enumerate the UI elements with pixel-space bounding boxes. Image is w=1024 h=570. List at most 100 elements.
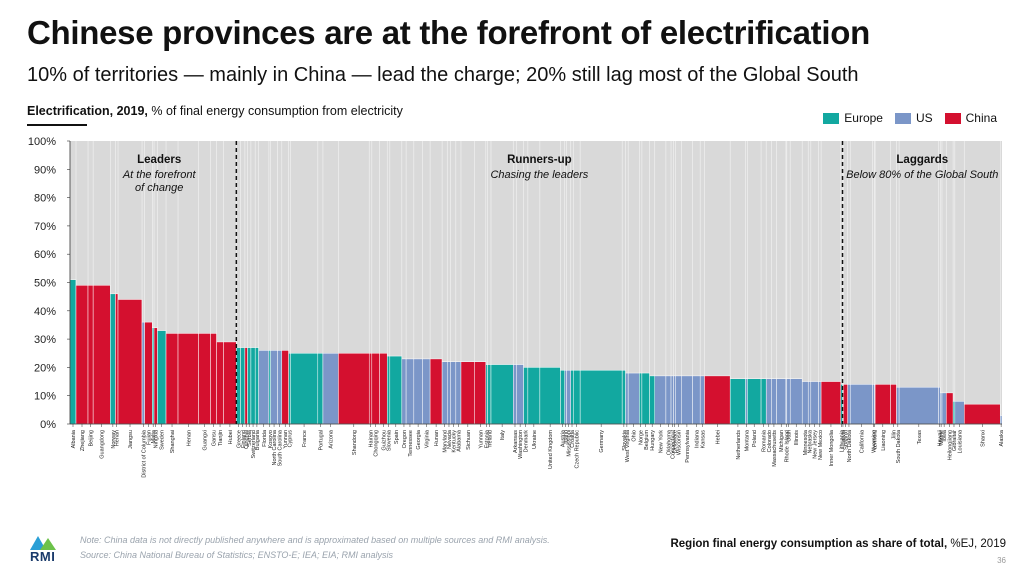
- bar-48: [460, 361, 475, 425]
- x-tick-label-75: Pennsylvania: [685, 429, 691, 463]
- footer-source: Source: China National Bureau of Statist…: [80, 550, 393, 560]
- x-tick-label-50: Estonia: [485, 429, 491, 448]
- y-tick-label-5: 50%: [34, 278, 56, 290]
- x-tick-label-104: Texas: [917, 430, 923, 445]
- bar-91: [810, 381, 819, 425]
- x-tick-label-70: New York: [658, 430, 664, 453]
- x-tick-label-1: Zhejiang: [80, 430, 86, 451]
- bar-61: [570, 369, 574, 425]
- x-tick-label-102: Jilin: [892, 430, 898, 439]
- group-label-1: Runners-up: [507, 154, 572, 166]
- x-tick-label-46: Kentucky: [451, 430, 457, 453]
- bar-74: [675, 375, 682, 425]
- group-sublabel-2-0: Below 80% of the Global South: [846, 169, 998, 181]
- bar-25: [268, 350, 271, 425]
- bar-37: [386, 355, 391, 425]
- bar-110: [954, 401, 965, 425]
- bar-15: [210, 333, 217, 425]
- x-tick-label-57: United Kingdom: [548, 430, 554, 470]
- legend-item-us: US: [894, 111, 933, 125]
- chart-label-rest: % of final energy consumption from elect…: [147, 104, 403, 118]
- bar-53: [513, 364, 517, 425]
- x-tick-label-35: Chongqing: [374, 430, 380, 457]
- bar-0: [69, 279, 77, 425]
- x-tick-label-29: Cyprus: [288, 430, 294, 448]
- bar-42: [422, 358, 431, 425]
- x-tick-label-6: Jiangsu: [128, 430, 134, 449]
- x-tick-label-106: Maine: [939, 430, 945, 445]
- x-tick-label-74: Wisconsin: [676, 430, 682, 455]
- bar-1: [75, 285, 89, 425]
- bar-103: [896, 386, 900, 425]
- bar-63: [579, 369, 623, 425]
- bar-45: [447, 361, 451, 425]
- x-tick-label-2: Beijing: [89, 430, 95, 447]
- bar-21: [247, 347, 252, 425]
- chart-label: Electrification, 2019, % of final energy…: [27, 104, 403, 118]
- bar-16: [216, 341, 224, 425]
- group-label-0: Leaders: [137, 154, 181, 166]
- bar-81: [747, 378, 762, 425]
- legend-swatch-europe: [823, 112, 840, 124]
- page-subtitle: 10% of territories — mainly in China — l…: [27, 64, 859, 86]
- bar-28: [281, 350, 289, 425]
- x-tick-label-63: Germany: [599, 430, 605, 453]
- x-tick-label-90: Nebraska: [808, 429, 814, 453]
- bar-40: [405, 358, 415, 425]
- x-tick-label-17: Hubei: [228, 430, 234, 444]
- x-tick-label-91: New Jersey: [813, 430, 819, 459]
- x-tick-label-9: Malta: [151, 429, 157, 443]
- x-tick-label-14: Guangxi: [203, 430, 209, 451]
- x-tick-label-111: Shanxi: [980, 430, 986, 447]
- x-tick-label-11: Sweden: [160, 430, 166, 450]
- bar-75: [681, 375, 693, 425]
- x-tick-label-25: Kosovo: [268, 430, 274, 448]
- x-tick-label-16: Tianjin: [218, 430, 224, 446]
- bar-89: [801, 381, 809, 425]
- x-tick-label-55: Denmark: [524, 430, 530, 453]
- rmi-logo-icon: [30, 536, 56, 550]
- bar-79: [729, 378, 746, 425]
- y-tick-label-7: 70%: [34, 221, 56, 233]
- x-tick-label-42: Virginia: [424, 429, 430, 448]
- bar-27: [277, 350, 283, 425]
- x-tick-label-60: Mississippi: [567, 430, 573, 457]
- x-tick-label-10: Ningxia: [154, 429, 160, 448]
- bar-43: [429, 358, 443, 425]
- bar-94: [840, 384, 843, 425]
- bar-6: [117, 299, 143, 425]
- group-sublabel-0-1: of change: [135, 182, 183, 194]
- bar-72: [670, 375, 674, 425]
- x-tick-label-81: Poland: [752, 430, 758, 447]
- x-tick-label-37: Slovenia: [387, 429, 393, 451]
- x-tick-label-73: Delaware: [672, 430, 678, 453]
- bar-62: [573, 369, 581, 425]
- bar-88: [789, 378, 803, 425]
- bar-31: [317, 353, 324, 425]
- x-tick-label-34: Hainan: [369, 430, 375, 447]
- bar-13: [177, 333, 199, 425]
- x-tick-label-76: Indiana: [694, 429, 700, 448]
- x-tick-label-83: Colorado: [767, 430, 773, 452]
- bar-50: [485, 364, 488, 425]
- bar-82: [760, 378, 767, 425]
- bar-71: [665, 375, 672, 425]
- bar-68: [641, 372, 650, 425]
- bar-24: [258, 350, 270, 425]
- bar-56: [527, 367, 541, 425]
- x-tick-label-48: Sichuan: [466, 430, 472, 450]
- x-tick-label-108: Heilongjiang: [948, 430, 954, 460]
- bar-96: [843, 384, 848, 425]
- x-tick-label-22: Switzerland: [251, 430, 257, 458]
- x-tick-label-20: Qinghai: [244, 430, 250, 449]
- y-tick-label-3: 30%: [34, 334, 56, 346]
- x-tick-label-19: Finland: [241, 430, 247, 448]
- x-axis-title-rest: %EJ, 2019: [947, 538, 1006, 550]
- x-tick-label-40: Tennessee: [408, 430, 414, 457]
- x-tick-label-93: Inner Mongolia: [829, 429, 835, 466]
- bar-111: [964, 403, 1001, 425]
- x-tick-label-95: Latvia: [841, 429, 847, 445]
- bar-8: [144, 321, 153, 425]
- x-tick-label-109: Gibraltar: [952, 430, 958, 451]
- bar-98: [849, 384, 873, 425]
